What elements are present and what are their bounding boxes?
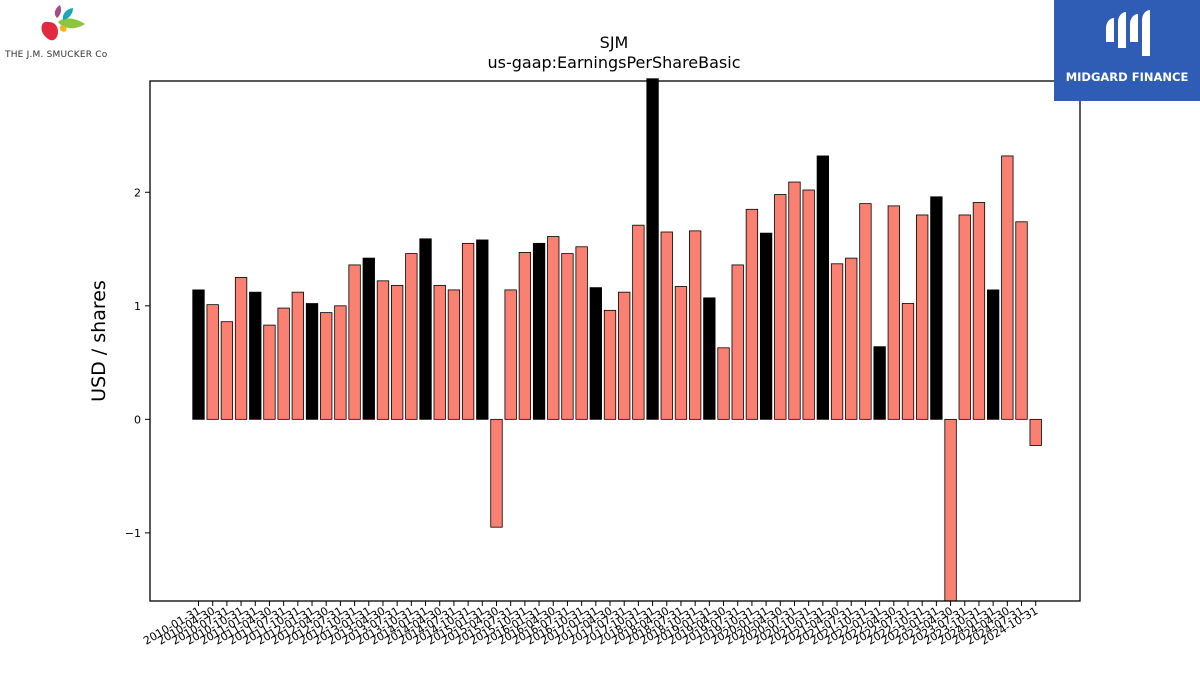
bar-2014-04-30 bbox=[433, 284, 446, 420]
bar-2016-01-31 bbox=[532, 242, 546, 420]
bar-2023-04-30 bbox=[944, 418, 957, 602]
y-tick-label: 1 bbox=[134, 300, 141, 313]
bar-2013-10-31 bbox=[405, 253, 418, 420]
x-ticks-group: 2010-01-312010-04-302010-07-312010-10-31… bbox=[141, 601, 1040, 648]
bar-2013-01-31 bbox=[362, 257, 375, 420]
bar-2021-07-31 bbox=[845, 257, 858, 420]
midgard-finance-logo: MIDGARD FINANCE bbox=[1054, 0, 1200, 101]
bar-2022-04-30 bbox=[887, 205, 900, 420]
bar-2018-01-31 bbox=[646, 78, 659, 420]
y-axis-label: USD / shares bbox=[88, 280, 110, 402]
bar-2020-01-31 bbox=[759, 232, 773, 420]
bar-2011-10-31 bbox=[291, 291, 304, 420]
bar-2010-10-31 bbox=[234, 277, 248, 420]
bar-2016-10-31 bbox=[575, 246, 588, 420]
bar-2016-07-31 bbox=[561, 253, 574, 420]
bar-2021-01-31 bbox=[816, 155, 830, 420]
chart-title: SJM bbox=[600, 33, 629, 52]
bar-2024-01-31 bbox=[986, 289, 1000, 420]
bar-2011-01-31 bbox=[249, 291, 262, 420]
bar-2011-07-31 bbox=[277, 307, 290, 420]
y-tick-label: 0 bbox=[134, 413, 141, 426]
bar-2014-07-31 bbox=[447, 289, 461, 420]
bar-2020-07-31 bbox=[788, 181, 801, 420]
y-tick-label: −1 bbox=[125, 527, 141, 540]
bar-2024-04-30 bbox=[1001, 155, 1014, 420]
bar-2017-01-31 bbox=[589, 287, 602, 420]
bar-2019-04-30 bbox=[717, 347, 730, 420]
bar-2019-10-31 bbox=[745, 208, 759, 420]
bar-2011-04-30 bbox=[263, 324, 276, 420]
bar-2015-07-31 bbox=[504, 289, 517, 420]
bar-2014-01-31 bbox=[419, 238, 432, 420]
bar-2023-10-31 bbox=[972, 202, 986, 420]
bar-2010-04-30 bbox=[206, 304, 219, 420]
bar-2024-07-31 bbox=[1015, 221, 1028, 420]
bar-2023-01-31 bbox=[930, 196, 943, 420]
bar-2019-01-31 bbox=[703, 297, 716, 420]
bar-2012-04-30 bbox=[320, 312, 333, 420]
chart-subtitle: us-gaap:EarningsPerShareBasic bbox=[487, 53, 740, 72]
bar-2019-07-31 bbox=[731, 264, 744, 420]
y-tick-label: 2 bbox=[134, 186, 141, 199]
bar-2012-07-31 bbox=[334, 305, 347, 420]
bar-2010-07-31 bbox=[220, 321, 234, 420]
bar-2023-07-31 bbox=[958, 214, 971, 420]
bar-2022-10-31 bbox=[916, 214, 929, 420]
smucker-logo: THE J.M. SMUCKER Co bbox=[0, 0, 130, 70]
bar-2015-04-30 bbox=[490, 418, 503, 528]
midgard-mark-icon bbox=[1106, 10, 1150, 56]
y-ticks-group: −1 0 1 2 bbox=[125, 186, 150, 540]
bar-2014-10-31 bbox=[461, 242, 475, 420]
bar-2022-01-31 bbox=[873, 346, 886, 420]
bar-2021-10-31 bbox=[859, 203, 872, 420]
bar-2015-01-31 bbox=[476, 239, 489, 420]
bar-2012-01-31 bbox=[305, 303, 319, 420]
bar-2010-01-31 bbox=[192, 289, 205, 420]
smucker-logo-text: THE J.M. SMUCKER Co bbox=[5, 50, 108, 60]
bar-2017-10-31 bbox=[632, 224, 645, 420]
bar-2018-04-30 bbox=[660, 231, 673, 420]
bar-2013-07-31 bbox=[391, 284, 404, 420]
bar-2021-04-30 bbox=[830, 263, 844, 420]
bar-2017-04-30 bbox=[603, 309, 617, 420]
bars-group bbox=[192, 78, 1042, 602]
bar-2018-07-31 bbox=[674, 286, 688, 420]
plot-frame bbox=[149, 80, 1081, 602]
bar-2020-04-30 bbox=[774, 194, 787, 420]
midgard-finance-text: MIDGARD FINANCE bbox=[1065, 70, 1189, 84]
bar-2022-07-31 bbox=[901, 303, 915, 420]
bar-2024-10-31 bbox=[1029, 418, 1042, 446]
bar-2017-07-31 bbox=[618, 291, 631, 420]
bar-2016-04-30 bbox=[547, 236, 560, 420]
bar-2020-10-31 bbox=[802, 189, 815, 420]
bar-2013-04-30 bbox=[376, 280, 390, 420]
bar-2015-10-31 bbox=[518, 252, 532, 420]
apple-leaf-icon bbox=[41, 5, 85, 41]
bar-2012-10-31 bbox=[348, 264, 361, 420]
bar-2018-10-31 bbox=[689, 230, 702, 420]
